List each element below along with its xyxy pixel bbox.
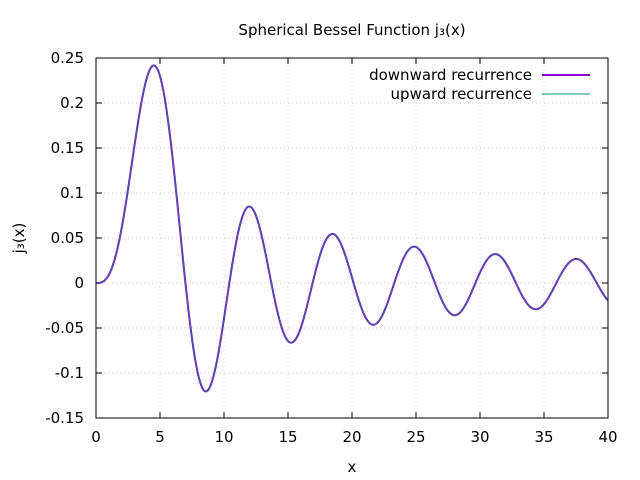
- x-tick-label: 15: [278, 428, 297, 446]
- x-tick-label: 5: [155, 428, 165, 446]
- series-line-upward-recurrence: [96, 64, 609, 392]
- y-tick-label: 0: [74, 274, 84, 292]
- x-axis-label: x: [348, 458, 357, 476]
- y-tick-label: 0.25: [51, 49, 84, 67]
- y-axis-label: j₃(x): [10, 223, 28, 255]
- y-tick-label: -0.05: [45, 319, 84, 337]
- chart-title: Spherical Bessel Function j₃(x): [238, 21, 465, 39]
- y-tick-label: 0.1: [60, 184, 84, 202]
- grid: [95, 57, 609, 419]
- series-group: [95, 64, 609, 393]
- x-tick-label: 25: [406, 428, 425, 446]
- x-tick-label: 10: [214, 428, 233, 446]
- y-tick-label: -0.15: [45, 409, 84, 427]
- y-tick-label: 0.05: [51, 229, 84, 247]
- x-tick-label: 40: [598, 428, 617, 446]
- x-tick-label: 30: [470, 428, 489, 446]
- y-tick-label: 0.15: [51, 139, 84, 157]
- plot-frame: [95, 57, 609, 419]
- x-tick-label: 0: [91, 428, 101, 446]
- x-tick-label: 35: [534, 428, 553, 446]
- y-tick-label: 0.2: [60, 94, 84, 112]
- x-tick-label: 20: [342, 428, 361, 446]
- legend-label-downward-recurrence: downward recurrence: [369, 66, 532, 84]
- legend-label-upward-recurrence: upward recurrence: [391, 85, 532, 103]
- y-tick-label: -0.1: [55, 364, 84, 382]
- axis-ticks: 0 5 10 15 20 25 30 35 40 -0.15 -0.1 -0.05 0 0.05 0.1 0.…: [45, 49, 617, 446]
